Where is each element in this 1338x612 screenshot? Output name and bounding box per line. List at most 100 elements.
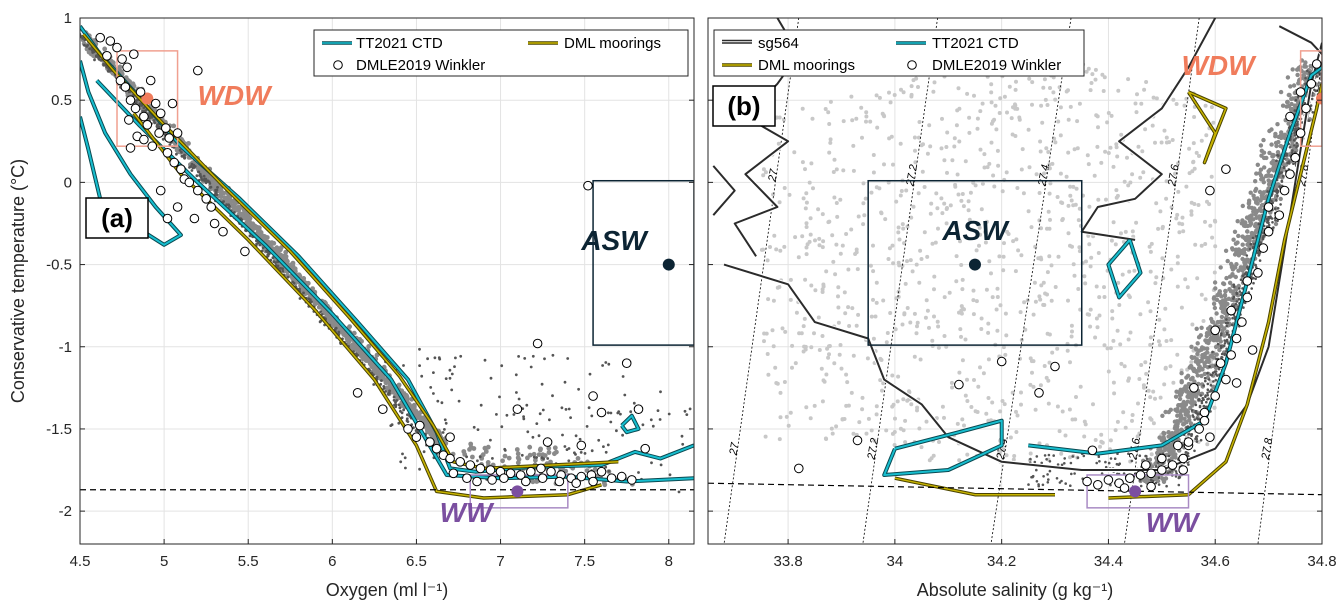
data-cloud-point-light — [809, 345, 813, 349]
data-cloud-point-light — [1137, 145, 1141, 149]
data-cloud-point-light — [1169, 364, 1173, 368]
data-cloud-point — [1198, 365, 1202, 369]
data-cloud-point — [1227, 287, 1231, 291]
data-cloud-point — [418, 415, 423, 420]
data-cloud-point — [1203, 372, 1207, 376]
data-cloud-point-light — [821, 245, 825, 249]
data-cloud-point — [1178, 413, 1182, 417]
data-cloud-point — [507, 456, 512, 461]
winkler-point — [622, 359, 631, 368]
data-cloud-point — [547, 450, 552, 455]
data-cloud-point-light — [1030, 371, 1034, 375]
panel-a: 4.5 5 5.5 6 6.5 7 7.5 8-2-1.5-1-0.500.51 Oxygen… — [8, 10, 694, 600]
data-cloud-point-light — [776, 382, 780, 386]
data-cloud-point-light — [844, 404, 848, 408]
winkler-point — [634, 405, 643, 414]
data-cloud-point — [1255, 209, 1259, 213]
data-cloud-point-light — [811, 186, 815, 190]
winkler-point — [210, 219, 219, 228]
data-cloud-point-dark — [597, 439, 600, 442]
data-cloud-point-dark — [1262, 238, 1265, 241]
data-cloud-point-dark — [404, 467, 407, 470]
data-cloud-point-light — [1029, 452, 1033, 456]
data-cloud-point — [1245, 242, 1249, 246]
data-cloud-point-dark — [1295, 137, 1298, 140]
data-cloud-point-light — [1096, 198, 1100, 202]
data-cloud-point-dark — [1296, 121, 1299, 124]
data-cloud-point-dark — [1204, 377, 1207, 380]
winkler-point — [1206, 186, 1215, 195]
data-cloud-point-dark — [1225, 318, 1228, 321]
winkler-point — [617, 472, 626, 481]
data-cloud-point-light — [996, 149, 1000, 153]
data-cloud-point — [1254, 228, 1258, 232]
data-cloud-point-light — [854, 117, 858, 121]
data-cloud-point — [1288, 84, 1292, 88]
data-cloud-point — [1274, 222, 1278, 226]
data-cloud-point-light — [827, 151, 831, 155]
data-cloud-point-light — [836, 306, 840, 310]
data-cloud-point-light — [931, 90, 935, 94]
winkler-point — [353, 389, 362, 398]
winkler-point — [379, 405, 388, 414]
data-cloud-point — [1179, 371, 1183, 375]
data-cloud-point-dark — [484, 359, 487, 362]
data-cloud-point-dark — [1313, 89, 1316, 92]
data-cloud-point — [1195, 327, 1199, 331]
data-cloud-point-dark — [388, 390, 391, 393]
data-cloud-point-light — [1105, 120, 1109, 124]
data-cloud-point-dark — [445, 422, 448, 425]
winkler-point — [163, 149, 172, 158]
data-cloud-point-dark — [1208, 378, 1211, 381]
data-cloud-point-light — [1149, 270, 1153, 274]
data-cloud-point-light — [851, 144, 855, 148]
data-cloud-point-light — [887, 136, 891, 140]
data-cloud-point — [1247, 205, 1251, 209]
data-cloud-point-light — [944, 145, 948, 149]
data-cloud-point-dark — [1227, 322, 1230, 325]
data-cloud-point-dark — [1044, 454, 1047, 457]
data-cloud-point-light — [766, 352, 770, 356]
data-cloud-point-dark — [1295, 142, 1298, 145]
data-cloud-point-light — [1102, 285, 1106, 289]
data-cloud-point-light — [836, 285, 840, 289]
data-cloud-point-light — [789, 411, 793, 415]
data-cloud-point-light — [1034, 408, 1038, 412]
data-cloud-point-dark — [584, 452, 587, 455]
data-cloud-point-light — [764, 435, 768, 439]
data-cloud-point-light — [860, 407, 864, 411]
legend-label-tt2021: TT2021 CTD — [356, 35, 443, 52]
ww-marker — [511, 485, 523, 497]
winkler-point — [446, 433, 455, 442]
winkler-point — [173, 129, 182, 138]
data-cloud-point-light — [838, 198, 842, 202]
data-cloud-point-light — [972, 94, 976, 98]
data-cloud-point — [429, 432, 434, 437]
data-cloud-point-dark — [1254, 264, 1257, 267]
data-cloud-point — [1176, 403, 1180, 407]
winkler-point — [1286, 170, 1295, 179]
data-cloud-point-dark — [1185, 451, 1188, 454]
data-cloud-point-light — [846, 268, 850, 272]
data-cloud-point-light — [1175, 102, 1179, 106]
data-cloud-point-light — [875, 93, 879, 97]
data-cloud-point — [1178, 397, 1182, 401]
winkler-point — [1147, 469, 1156, 478]
data-cloud-point-dark — [406, 413, 409, 416]
winkler-point — [1232, 379, 1241, 388]
data-cloud-point-dark — [74, 35, 77, 38]
data-cloud-point-dark — [1246, 254, 1249, 257]
data-cloud-point-dark — [1291, 149, 1294, 152]
data-cloud-point-light — [1058, 429, 1062, 433]
x-tick-label: 5.5 — [238, 553, 259, 570]
data-cloud-point-dark — [1199, 406, 1202, 409]
data-cloud-point-light — [978, 109, 982, 113]
data-cloud-point-dark — [1250, 287, 1253, 290]
data-cloud-point-dark — [103, 63, 106, 66]
data-cloud-point-light — [861, 201, 865, 205]
data-cloud-point-dark — [415, 429, 418, 432]
data-cloud-point-light — [942, 158, 946, 162]
data-cloud-point-light — [992, 118, 996, 122]
data-cloud-point-light — [809, 216, 813, 220]
data-cloud-point-light — [1148, 395, 1152, 399]
